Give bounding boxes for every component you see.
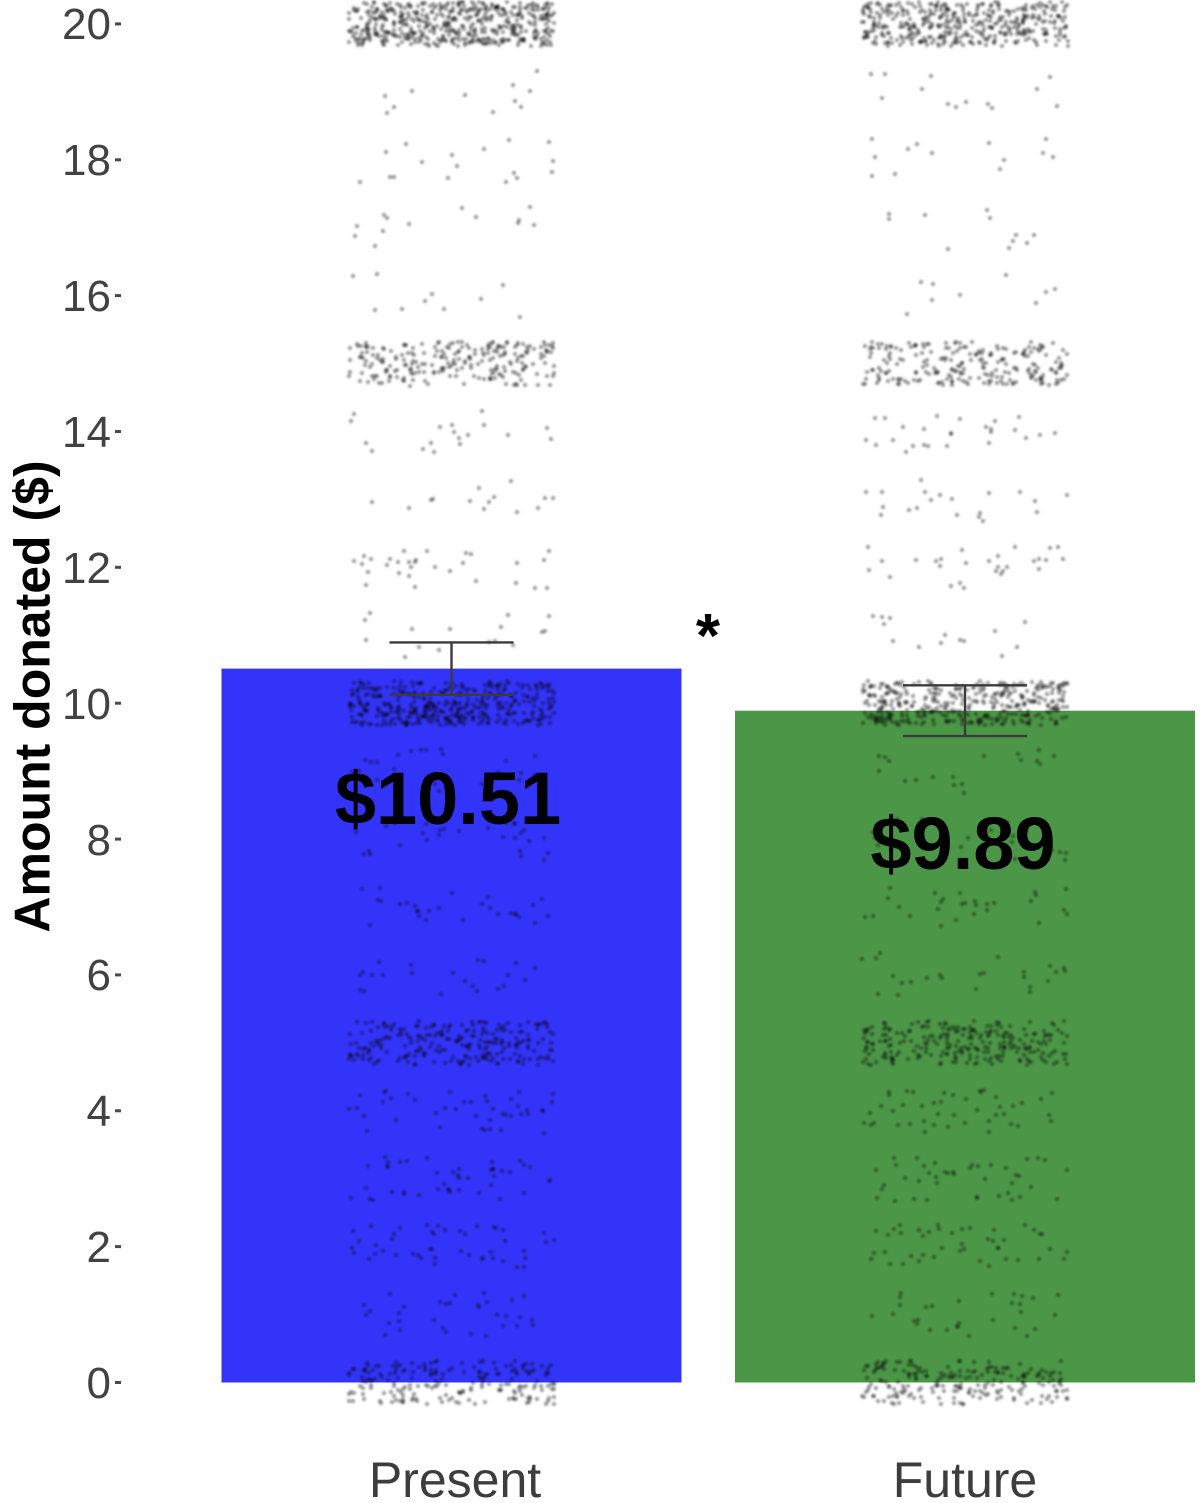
svg-text:*: * [696,602,721,671]
svg-text:10: 10 [62,680,111,729]
svg-text:Amount donated ($): Amount donated ($) [5,460,61,932]
svg-text:18: 18 [62,136,111,185]
svg-text:2: 2 [87,1223,111,1272]
svg-text:6: 6 [87,951,111,1000]
svg-text:0: 0 [87,1359,111,1408]
svg-text:14: 14 [62,408,111,457]
svg-text:4: 4 [87,1087,111,1136]
svg-text:12: 12 [62,544,111,593]
svg-text:Present: Present [369,1452,541,1503]
svg-text:16: 16 [62,272,111,321]
svg-text:Future: Future [893,1452,1038,1503]
svg-text:$10.51: $10.51 [335,757,561,840]
svg-text:$9.89: $9.89 [870,802,1055,885]
svg-text:8: 8 [87,816,111,865]
svg-text:20: 20 [62,0,111,49]
